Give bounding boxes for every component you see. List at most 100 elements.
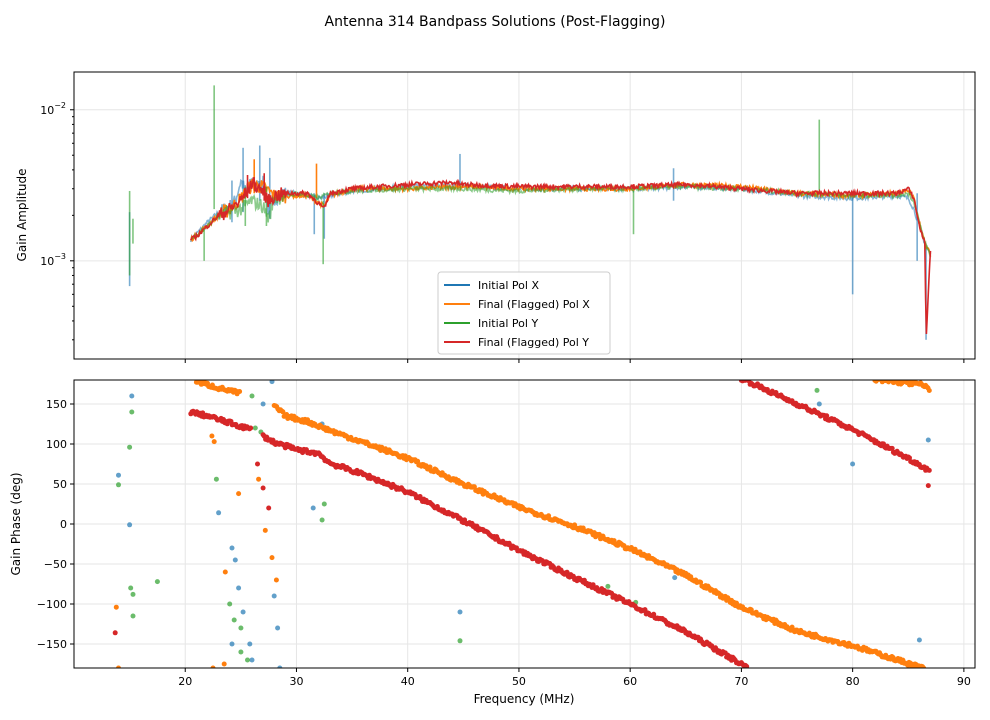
ph-point-final-flagged-pol-x-3 xyxy=(236,491,242,497)
ph-point-final-flagged-pol-x-10 xyxy=(211,439,217,445)
ph-point-initial-pol-y-2 xyxy=(129,409,135,415)
ph-point-initial-pol-x-6 xyxy=(236,585,242,591)
legend-label-final-pol-y: Final (Flagged) Pol Y xyxy=(478,336,589,349)
ph-xtick-label-50: 50 xyxy=(512,675,526,688)
legend-box xyxy=(437,271,611,355)
ph-point-initial-pol-x-11 xyxy=(269,380,275,385)
amplitude-legend: Initial Pol X Final (Flagged) Pol X Init… xyxy=(437,271,611,355)
ph-point-final-flagged-pol-y-3 xyxy=(260,485,266,491)
ph-xtick-label-80: 80 xyxy=(846,675,860,688)
ph-point-initial-pol-x-10 xyxy=(260,401,266,407)
ph-point-initial-pol-x-21 xyxy=(916,637,922,643)
ph-ytick-label-100: 100 xyxy=(46,438,67,451)
ph-point-initial-pol-x-1 xyxy=(129,393,135,399)
phase-series xyxy=(112,380,932,668)
ph-point-final-flagged-pol-y-1 xyxy=(925,483,931,489)
ph-xtick-label-30: 30 xyxy=(289,675,303,688)
ph-point-initial-pol-y-7 xyxy=(213,476,219,482)
legend-label-final-pol-x: Final (Flagged) Pol X xyxy=(478,298,590,311)
amplitude-series xyxy=(128,85,932,340)
amp-line-initial-pol-y xyxy=(190,182,932,258)
ph-point-initial-pol-y-8 xyxy=(227,601,233,607)
amp-ytick-label-exp: −3 xyxy=(54,252,66,261)
ph-xtick-label-20: 20 xyxy=(178,675,192,688)
ph-point-initial-pol-y-5 xyxy=(130,613,136,619)
ph-point-initial-pol-x-15 xyxy=(310,505,316,511)
ph-band-final-flagged-pol-y-2 xyxy=(926,467,932,473)
ph-band-final-flagged-pol-x-1 xyxy=(305,417,311,423)
amp-ytick-label-base: 10 xyxy=(40,255,54,268)
ph-point-final-flagged-pol-x-0 xyxy=(113,604,119,610)
ph-point-final-flagged-pol-x-11 xyxy=(116,665,121,668)
ph-point-initial-pol-y-19 xyxy=(814,387,820,393)
ph-point-final-flagged-pol-x-2 xyxy=(221,661,227,667)
ph-band-final-flagged-pol-x-1 xyxy=(698,579,704,585)
ph-point-initial-pol-y-6 xyxy=(154,579,160,585)
ph-xtick-label-90: 90 xyxy=(957,675,971,688)
ph-point-initial-pol-x-18 xyxy=(672,575,678,581)
ph-point-initial-pol-y-1 xyxy=(127,444,133,450)
ph-band-final-flagged-pol-y-2 xyxy=(824,413,830,419)
ph-ytick-label-150: 150 xyxy=(46,398,67,411)
amplitude-panel: 10−310−2 Gain Amplitude Initial Pol X Fi… xyxy=(15,71,976,363)
ph-point-initial-pol-y-13 xyxy=(249,393,255,399)
ph-band-final-flagged-pol-x-1 xyxy=(415,458,421,464)
ph-band-final-flagged-pol-y-0 xyxy=(200,410,206,416)
ph-point-initial-pol-y-14 xyxy=(252,425,258,431)
ph-xtick-label-70: 70 xyxy=(734,675,748,688)
ph-point-initial-pol-y-18 xyxy=(457,638,463,644)
amp-ytick-label: 10−3 xyxy=(40,252,66,268)
ph-band-final-flagged-pol-y-1 xyxy=(744,664,750,668)
ph-point-initial-pol-x-9 xyxy=(249,657,255,663)
ph-ytick-label-50: 50 xyxy=(53,478,67,491)
ph-point-initial-pol-x-14 xyxy=(277,665,283,668)
phase-y-axis-label: Gain Phase (deg) xyxy=(9,472,23,575)
ph-point-initial-pol-y-3 xyxy=(128,585,134,591)
amp-line-final-flagged-pol-y xyxy=(190,177,932,335)
ph-point-final-flagged-pol-y-4 xyxy=(266,505,272,511)
ph-point-initial-pol-x-8 xyxy=(247,641,253,647)
phase-ticks: 20 30 40 50 60 70 80 90 −150 −100 −50 0 50 100 150 xyxy=(37,398,971,688)
ph-xtick-label-60: 60 xyxy=(623,675,637,688)
ph-point-final-flagged-pol-x-1 xyxy=(210,665,216,668)
ph-point-initial-pol-x-20 xyxy=(850,461,856,467)
ph-point-initial-pol-y-10 xyxy=(238,625,244,631)
ph-point-final-flagged-pol-x-6 xyxy=(269,555,275,561)
ph-point-initial-pol-y-12 xyxy=(245,657,250,663)
phase-x-axis-label: Frequency (MHz) xyxy=(474,692,575,706)
ph-point-initial-pol-x-3 xyxy=(216,510,222,516)
ph-ytick-label--150: −150 xyxy=(37,638,67,651)
figure-title: Antenna 314 Bandpass Solutions (Post-Fla… xyxy=(325,14,666,30)
ph-ytick-label--100: −100 xyxy=(37,598,67,611)
ph-point-initial-pol-x-0 xyxy=(116,472,121,478)
ph-point-initial-pol-x-12 xyxy=(271,593,277,599)
ph-point-initial-pol-x-17 xyxy=(457,609,463,615)
ph-point-final-flagged-pol-x-9 xyxy=(209,433,215,439)
ph-point-initial-pol-x-2 xyxy=(127,522,133,528)
ph-point-initial-pol-y-21 xyxy=(605,583,611,589)
ph-point-final-flagged-pol-x-8 xyxy=(222,569,228,575)
ph-point-initial-pol-y-0 xyxy=(116,482,121,488)
ph-point-initial-pol-x-19 xyxy=(816,401,822,407)
amp-ytick-label-exp: −2 xyxy=(54,101,66,110)
ph-xtick-label-40: 40 xyxy=(401,675,415,688)
ph-point-final-flagged-pol-y-0 xyxy=(112,630,118,636)
legend-label-initial-pol-x: Initial Pol X xyxy=(478,279,539,292)
ph-point-final-flagged-pol-x-4 xyxy=(256,476,262,482)
ph-ytick-label-0: 0 xyxy=(60,518,67,531)
ph-point-final-flagged-pol-y-2 xyxy=(255,461,260,467)
ph-point-initial-pol-y-4 xyxy=(130,591,136,597)
ph-band-final-flagged-pol-x-1 xyxy=(921,665,927,668)
amplitude-ticks: 10−310 −2 xyxy=(40,101,965,363)
ph-band-final-flagged-pol-x-0 xyxy=(237,389,243,394)
ph-point-initial-pol-y-17 xyxy=(321,501,327,507)
ph-point-initial-pol-x-23 xyxy=(229,641,235,647)
ph-band-final-flagged-pol-x-2 xyxy=(926,388,932,393)
ph-point-initial-pol-x-7 xyxy=(240,609,246,615)
ph-band-final-flagged-pol-x-1 xyxy=(427,464,433,470)
ph-point-initial-pol-x-13 xyxy=(275,625,281,631)
ph-band-final-flagged-pol-y-2 xyxy=(889,445,895,451)
ph-point-initial-pol-y-11 xyxy=(238,649,244,655)
